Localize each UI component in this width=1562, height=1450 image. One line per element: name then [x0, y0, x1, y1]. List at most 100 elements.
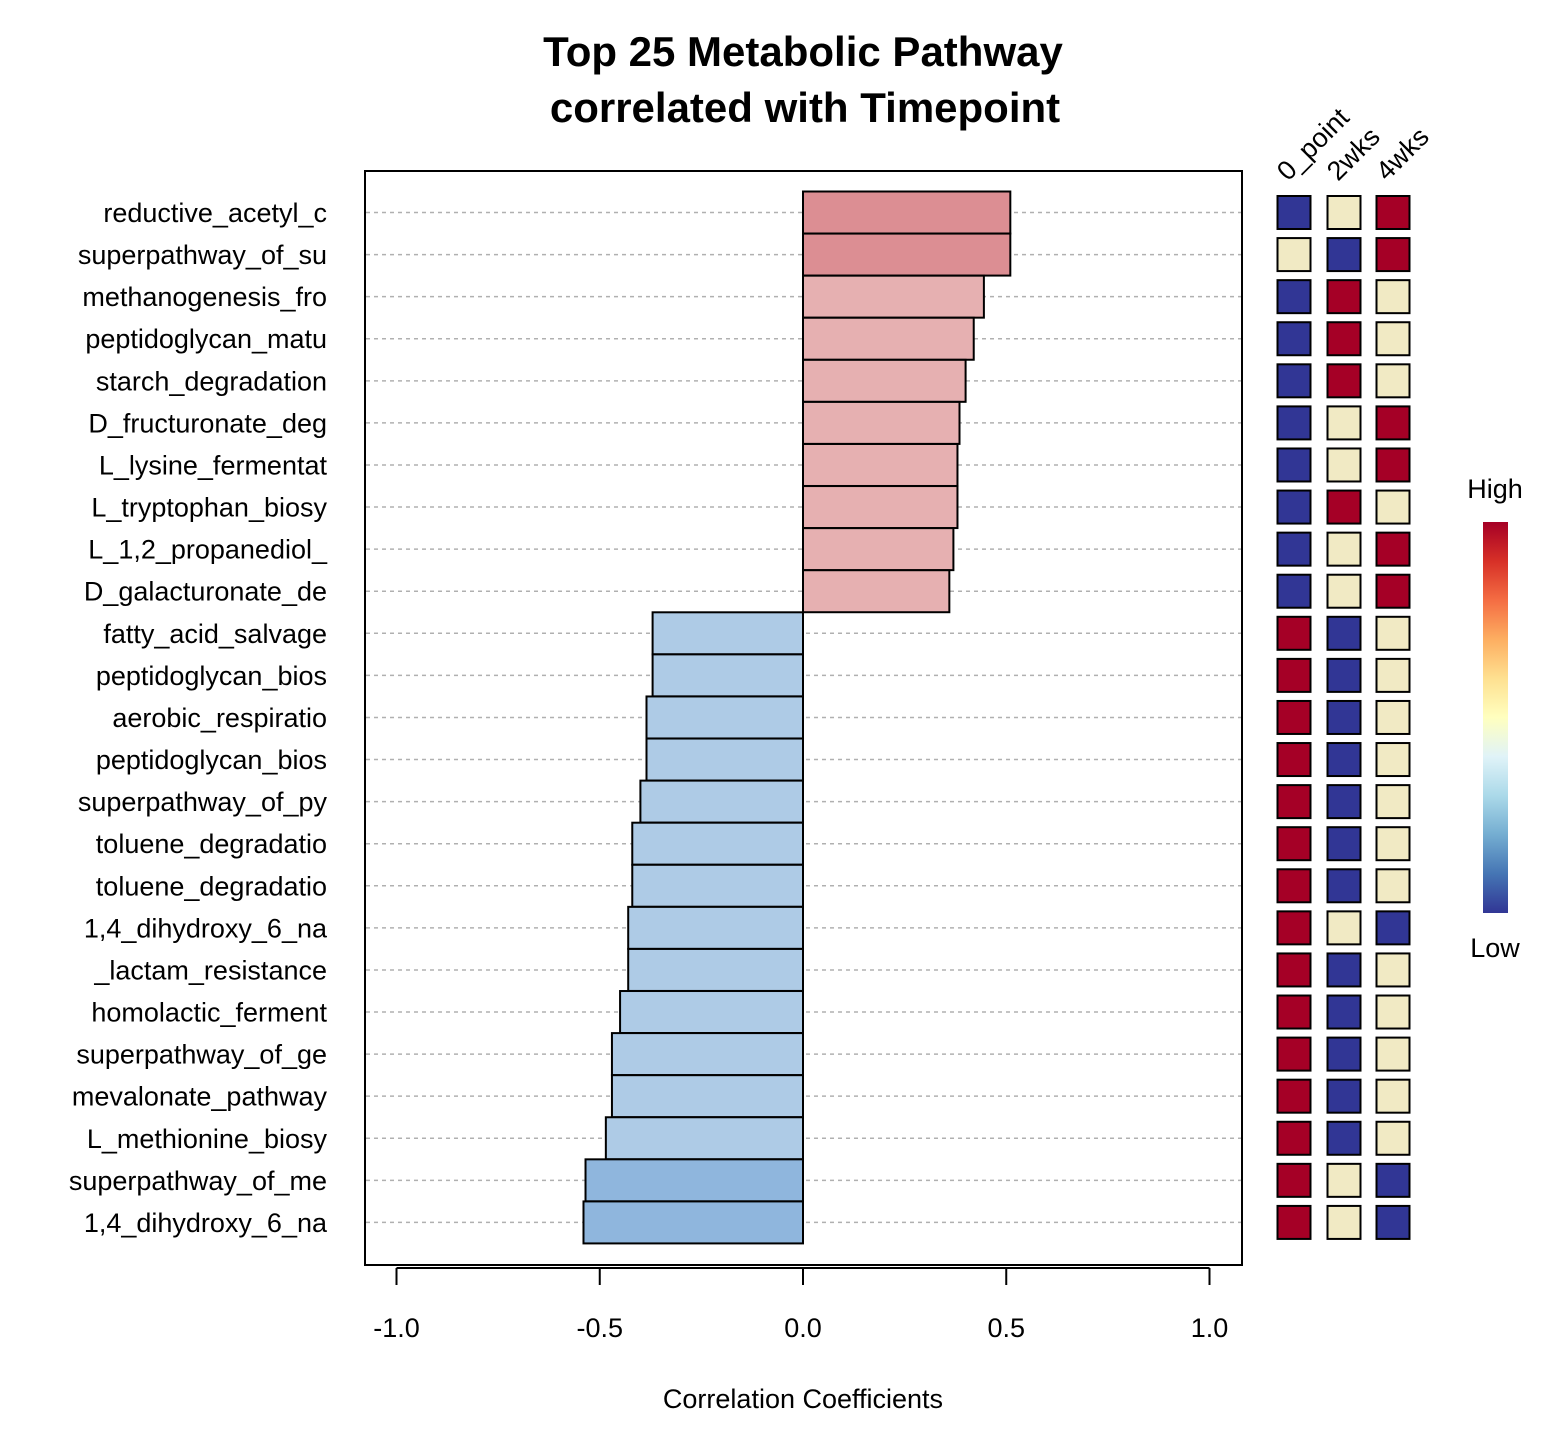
bar — [802, 527, 955, 572]
heatmap-column-label: 4wks — [1370, 122, 1435, 187]
bar — [802, 358, 967, 403]
heatmap-cell — [1375, 195, 1411, 230]
heatmap-cell — [1276, 1204, 1312, 1240]
heatmap-cell — [1326, 405, 1362, 441]
category-label: aerobic_respiratio — [112, 703, 327, 733]
heatmap-cell — [1375, 405, 1411, 441]
heatmap-cell — [1375, 1204, 1411, 1240]
bar — [802, 442, 959, 487]
chart-title-line-1: Top 25 Metabolic Pathway — [543, 28, 1063, 75]
heatmap-cell — [1375, 910, 1411, 946]
bar — [619, 990, 805, 1035]
heatmap-cell — [1276, 952, 1312, 988]
heatmap-cell — [1276, 910, 1312, 946]
legend-high-label: High — [1467, 474, 1523, 504]
bar — [610, 1074, 804, 1119]
heatmap-cell — [1375, 1078, 1411, 1114]
heatmap-cell — [1276, 237, 1312, 273]
category-label: L_tryptophan_biosy — [91, 493, 327, 523]
bar — [639, 779, 805, 824]
heatmap-cell — [1276, 1120, 1312, 1156]
color-legend: High Low — [1467, 474, 1523, 963]
bar — [627, 947, 805, 992]
category-label: superpathway_of_py — [78, 787, 328, 817]
category-label: superpathway_of_ge — [76, 1040, 327, 1070]
heatmap-cell — [1276, 405, 1312, 441]
heatmap-cell — [1375, 573, 1411, 609]
category-label: homolactic_ferment — [91, 998, 327, 1028]
category-label: mevalonate_pathway — [72, 1082, 328, 1112]
heatmap-cell — [1326, 1162, 1362, 1198]
heatmap-cell — [1326, 447, 1362, 483]
bar — [802, 232, 1012, 277]
heatmap-cell — [1326, 826, 1362, 862]
heatmap-cell — [1276, 195, 1312, 230]
heatmap-cell — [1276, 1036, 1312, 1072]
heatmap-cell — [1375, 1120, 1411, 1156]
category-label: superpathway_of_me — [69, 1166, 327, 1196]
plot-frame — [364, 170, 1243, 1266]
bar — [802, 316, 975, 361]
x-tick-label: 0.0 — [784, 1313, 822, 1343]
category-label: D_fructuronate_deg — [88, 408, 327, 438]
heatmap-cell — [1276, 447, 1312, 483]
heatmap-cell — [1375, 826, 1411, 862]
bar — [604, 1116, 804, 1161]
bar — [610, 1032, 804, 1077]
bar — [802, 485, 959, 530]
heatmap-cell — [1326, 994, 1362, 1030]
bars — [582, 190, 1012, 1245]
heatmap-cell — [1375, 237, 1411, 273]
bar — [802, 274, 985, 319]
heatmap-cell — [1375, 657, 1411, 693]
heatmap-cell — [1276, 784, 1312, 820]
category-label: methanogenesis_fro — [82, 282, 327, 312]
category-label: 1,4_dihydroxy_6_na — [84, 913, 328, 943]
heatmap-cell — [1375, 1162, 1411, 1198]
bar — [802, 569, 951, 614]
heatmap-cell — [1375, 952, 1411, 988]
bar — [645, 737, 804, 782]
category-label: reductive_acetyl_c — [103, 198, 327, 228]
heatmap-cell — [1326, 279, 1362, 315]
heatmap-cell — [1326, 195, 1362, 230]
heatmap-cell — [1375, 531, 1411, 567]
heatmap-cell — [1375, 615, 1411, 651]
category-label: toluene_degradatio — [96, 871, 327, 901]
category-label: L_lysine_fermentat — [99, 450, 328, 480]
heatmap-cell — [1276, 699, 1312, 735]
heatmap-cell — [1326, 615, 1362, 651]
bar — [627, 905, 805, 950]
heatmap-cell — [1326, 1078, 1362, 1114]
heatmap-cell — [1326, 531, 1362, 567]
heatmap-cell — [1375, 279, 1411, 315]
heatmap-cell — [1326, 363, 1362, 399]
x-tick-label: -0.5 — [576, 1313, 623, 1343]
category-label: peptidoglycan_bios — [96, 661, 327, 691]
heatmap-cell — [1326, 1204, 1362, 1240]
legend-low-label: Low — [1470, 933, 1520, 963]
legend-colorbar — [1483, 522, 1508, 913]
category-label: D_galacturonate_de — [84, 577, 327, 607]
heatmap-cell — [1375, 489, 1411, 525]
category-label: 1,4_dihydroxy_6_na — [84, 1208, 328, 1238]
heatmap-cell — [1276, 531, 1312, 567]
heatmap-cell — [1375, 994, 1411, 1030]
heatmap-cell — [1276, 868, 1312, 904]
category-label: peptidoglycan_bios — [96, 745, 327, 775]
category-label: L_1,2_propanediol_ — [88, 535, 328, 565]
bar — [651, 653, 804, 698]
category-label: superpathway_of_su — [78, 240, 327, 270]
bar — [651, 611, 804, 656]
heatmap-cell — [1326, 952, 1362, 988]
heatmap-cell — [1326, 489, 1362, 525]
grid-lines — [366, 211, 1241, 1224]
heatmap-cell — [1375, 742, 1411, 778]
heatmap-cell — [1326, 699, 1362, 735]
heatmap-cell — [1276, 321, 1312, 357]
heatmap-cell — [1276, 657, 1312, 693]
heatmap-cell — [1375, 447, 1411, 483]
heatmap-cell — [1326, 657, 1362, 693]
heatmap-cell — [1326, 742, 1362, 778]
